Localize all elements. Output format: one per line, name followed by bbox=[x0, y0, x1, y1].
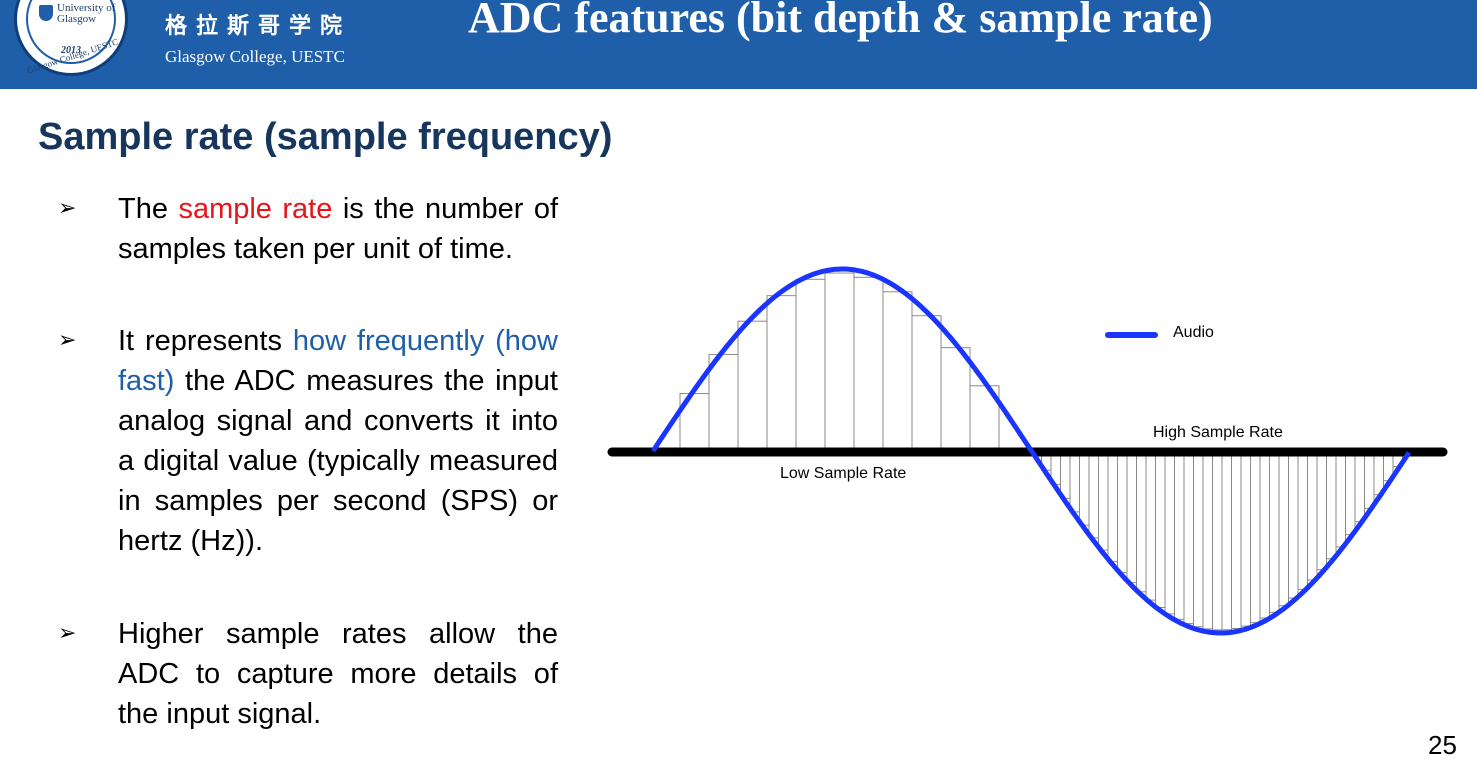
high-rate-sample-bar bbox=[1221, 450, 1232, 631]
high-rate-sample-bar bbox=[1297, 450, 1308, 590]
high-rate-sample-bar bbox=[1174, 450, 1185, 620]
arrow-bullet-icon: ➢ bbox=[58, 621, 77, 646]
high-rate-sample-bar bbox=[1240, 450, 1251, 627]
low-rate-sample-bar bbox=[795, 278, 826, 452]
page-number: 25 bbox=[1428, 730, 1457, 760]
low-rate-sample-bar bbox=[766, 295, 797, 452]
low-sample-rate-label: Low Sample Rate bbox=[780, 465, 906, 482]
high-rate-sample-bar bbox=[1202, 450, 1213, 630]
high-rate-sample-bar bbox=[1345, 450, 1356, 536]
high-rate-sample-bar bbox=[1098, 450, 1109, 551]
university-logo: University of Glasgow 2013 Glasgow Colle… bbox=[14, 0, 128, 76]
high-rate-sample-bar bbox=[1183, 450, 1194, 625]
bullet-text-part: It represents bbox=[118, 325, 293, 357]
high-rate-sample-bar bbox=[1288, 450, 1299, 599]
college-name-english: Glasgow College, UESTC bbox=[165, 47, 345, 66]
high-rate-sample-bar bbox=[1069, 450, 1080, 513]
high-rate-sample-bar bbox=[1145, 450, 1156, 601]
logo-university-text: University of Glasgow bbox=[57, 2, 116, 25]
low-rate-sample-bar bbox=[708, 353, 739, 452]
bullet-text: It represents how frequently (how fast) … bbox=[118, 321, 558, 561]
low-rate-sample-bar bbox=[737, 320, 768, 452]
legend-label: Audio bbox=[1173, 324, 1214, 341]
high-rate-sample-bar bbox=[1164, 450, 1175, 615]
sample-rate-diagram: Audio High Sample Rate Low Sample Rate bbox=[607, 266, 1448, 636]
low-rate-sample-bar bbox=[940, 347, 971, 452]
highlight-sample-rate: sample rate bbox=[178, 193, 333, 225]
bullet-text: Higher sample rates allow the ADC to cap… bbox=[118, 614, 558, 734]
shield-icon bbox=[39, 5, 53, 21]
high-sample-rate-label: High Sample Rate bbox=[1153, 424, 1283, 441]
high-rate-sample-bar bbox=[1364, 450, 1375, 509]
bullet-text-part: Higher sample rates allow the ADC to cap… bbox=[118, 618, 558, 730]
low-sample-rate-bars bbox=[679, 272, 1000, 452]
high-rate-sample-bar bbox=[1316, 450, 1327, 571]
low-rate-sample-bar bbox=[853, 276, 884, 452]
low-rate-sample-bar bbox=[911, 315, 942, 452]
slide-title: ADC features (bit depth & sample rate) bbox=[468, 0, 1213, 42]
bullet-text-part: the ADC measures the input analog signal… bbox=[118, 365, 558, 557]
high-sample-rate-bars bbox=[1041, 450, 1403, 631]
low-rate-sample-bar bbox=[882, 291, 913, 452]
high-rate-sample-bar bbox=[1335, 450, 1346, 548]
high-rate-sample-bar bbox=[1326, 450, 1337, 560]
high-rate-sample-bar bbox=[1212, 450, 1223, 631]
high-rate-sample-bar bbox=[1126, 450, 1137, 584]
bullet-text-part: The bbox=[118, 193, 179, 225]
low-rate-sample-bar bbox=[824, 272, 855, 452]
high-rate-sample-bar bbox=[1079, 450, 1090, 526]
high-rate-sample-bar bbox=[1373, 450, 1384, 496]
high-rate-sample-bar bbox=[1088, 450, 1099, 539]
high-rate-sample-bar bbox=[1231, 450, 1242, 629]
high-rate-sample-bar bbox=[1136, 450, 1147, 593]
highlight-how-frequently: how frequently (how fast) bbox=[118, 325, 558, 397]
bullet-text: The sample rate is the number of samples… bbox=[118, 189, 558, 269]
arrow-bullet-icon: ➢ bbox=[58, 328, 77, 353]
slide-header: University of Glasgow 2013 Glasgow Colle… bbox=[0, 0, 1477, 89]
audio-waveform bbox=[650, 266, 1412, 636]
college-name-chinese: 格拉斯哥学院 bbox=[165, 13, 352, 39]
high-rate-sample-bar bbox=[1193, 450, 1204, 628]
arrow-bullet-icon: ➢ bbox=[58, 196, 77, 221]
high-rate-sample-bar bbox=[1107, 450, 1118, 563]
logo-year: 2013 bbox=[61, 45, 81, 56]
high-rate-sample-bar bbox=[1155, 450, 1166, 608]
high-rate-sample-bar bbox=[1117, 450, 1128, 573]
high-rate-sample-bar bbox=[1354, 450, 1365, 523]
high-rate-sample-bar bbox=[1259, 450, 1270, 619]
high-rate-sample-bar bbox=[1060, 450, 1071, 499]
high-rate-sample-bar bbox=[1250, 450, 1261, 624]
high-rate-sample-bar bbox=[1278, 450, 1289, 607]
section-heading: Sample rate (sample frequency) bbox=[38, 116, 613, 158]
bullet-text-part: is the number of samples taken per unit … bbox=[118, 193, 559, 265]
high-rate-sample-bar bbox=[1269, 450, 1280, 613]
high-rate-sample-bar bbox=[1307, 450, 1318, 581]
